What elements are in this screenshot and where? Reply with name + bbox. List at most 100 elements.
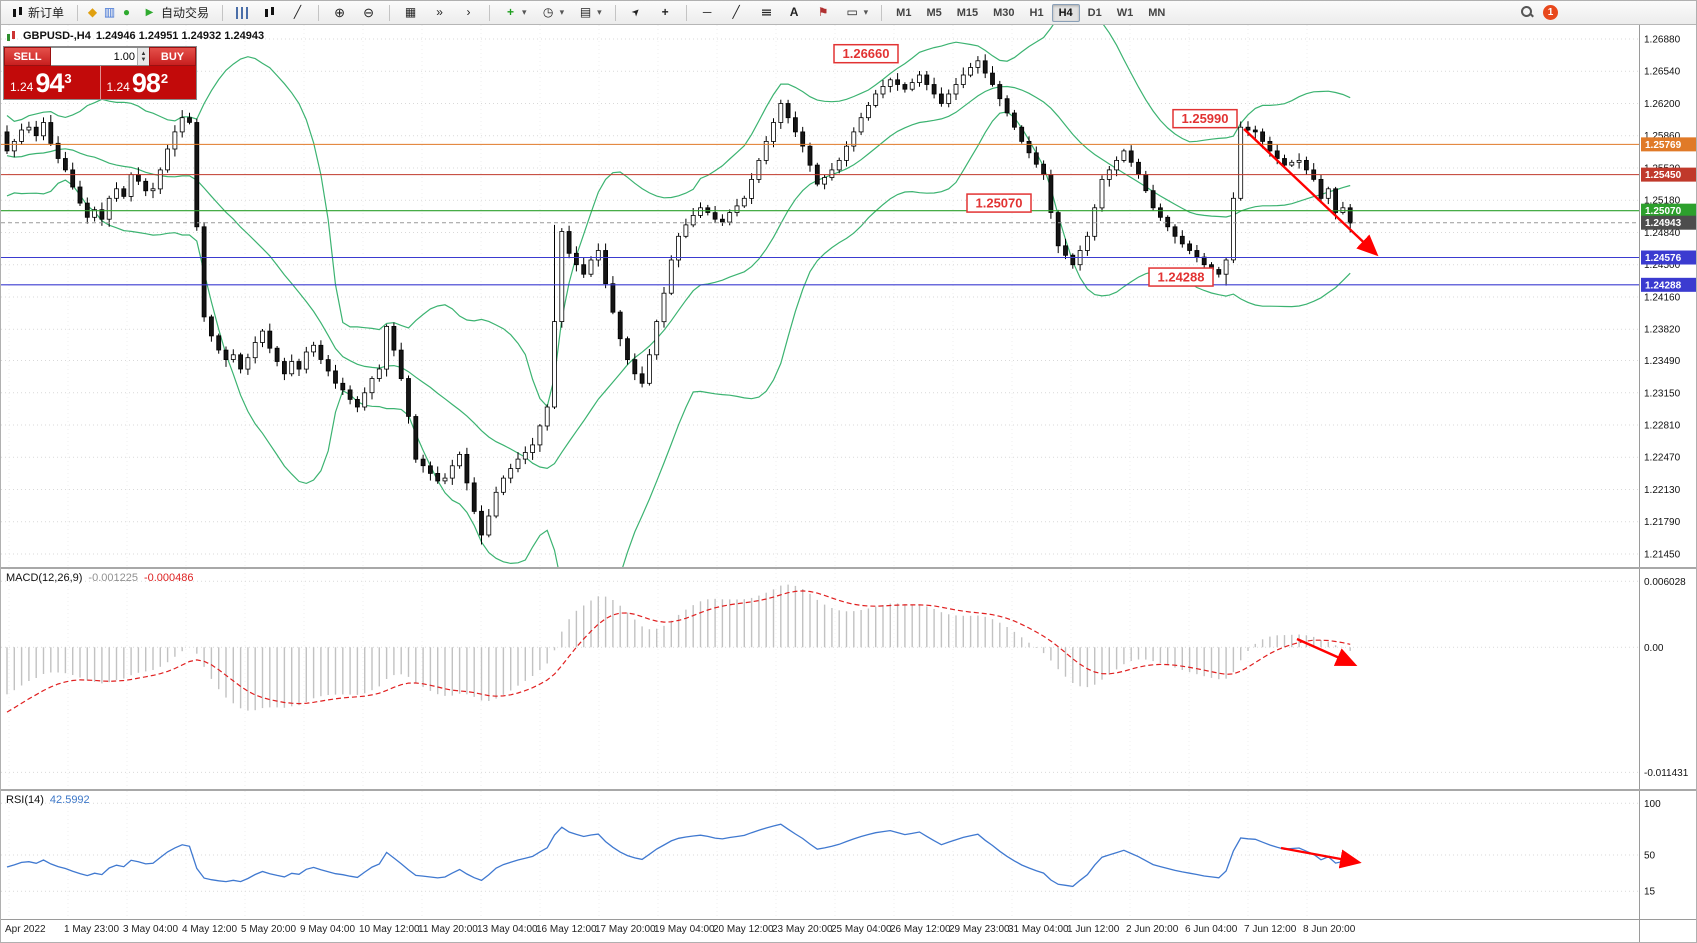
candle [508,468,514,479]
auto-scroll-button[interactable]: » [426,3,453,23]
candle [1333,188,1338,213]
zoom-out-button[interactable]: ⊖ [355,3,382,23]
volume-stepper[interactable]: ▲ ▼ [137,48,149,65]
autotrading-play-icon: ▶ [145,7,154,18]
candle [756,159,762,180]
price-tag: 1.25070 [1641,203,1696,218]
candle [281,361,287,375]
candle [1231,197,1236,261]
tile-windows-button[interactable]: ▦ [397,3,424,23]
label-button[interactable]: ⚑ [810,3,837,23]
shapes-button[interactable]: ▭ ▾ [839,3,875,23]
price-tag: 1.25450 [1641,167,1696,182]
candle [1099,178,1105,209]
candle [639,373,645,384]
candle [464,453,470,484]
time-axis-label: 8 Jun 20:00 [1303,924,1356,935]
svg-text:1.24288: 1.24288 [1645,280,1682,291]
candlestick-chart-button[interactable] [257,3,282,23]
stepper-down-icon[interactable]: ▼ [140,56,147,63]
candle [1004,98,1010,114]
candle [581,264,587,275]
cursor-button[interactable]: ➤ [623,3,650,23]
periods-button[interactable]: ◷ ▾ [535,3,571,23]
zoom-out-icon: ⊖ [363,5,374,20]
candle [537,425,543,446]
timeframe-h1-button[interactable]: H1 [1023,4,1051,22]
candle [552,321,557,408]
candle [1026,141,1032,154]
price-axis-tick: 1.22130 [1644,485,1681,496]
horizontal-line-button[interactable]: ─ [694,3,721,23]
text-button[interactable]: A [781,3,808,23]
zoom-in-button[interactable]: ⊕ [326,3,353,23]
time-axis-label: Apr 2022 [5,924,46,935]
timeframe-m5-button[interactable]: M5 [919,4,948,22]
macd-label: MACD(12,26,9) -0.001225 -0.000486 [6,572,194,584]
buy-button[interactable]: BUY [149,47,196,66]
buy-price[interactable]: 1.24 98 2 [101,66,197,99]
price-chart-canvas[interactable]: 1.268801.265401.262001.258601.255201.251… [1,25,1697,567]
rsi-chart-canvas[interactable]: 100 50 15 [1,791,1697,919]
timeframe-m30-button[interactable]: M30 [986,4,1021,22]
templates-icon: ▤ [579,5,592,19]
chart-shift-button[interactable]: › [455,3,482,23]
timeframe-mn-button[interactable]: MN [1141,4,1172,22]
candle [712,212,718,220]
panel-splitter[interactable] [1,789,1696,791]
templates-button[interactable]: ▤ ▾ [572,3,608,23]
search-icon[interactable] [1520,5,1535,20]
candle [26,126,32,131]
buy-price-prefix: 1.24 [106,80,130,94]
candle [1274,150,1280,159]
price-callout[interactable]: 1.26660 [833,43,899,64]
timeframe-d1-button[interactable]: D1 [1081,4,1109,22]
candle [471,482,477,512]
price-callout[interactable]: 1.25070 [966,193,1032,213]
toolbar-separator [685,4,687,21]
candle [829,169,835,178]
macd-histogram-layer [6,584,1351,711]
time-axis-label: 9 May 04:00 [300,924,356,935]
autotrading-button[interactable]: ▶ 自动交易 [136,3,215,23]
price-callout[interactable]: 1.24288 [1148,267,1214,287]
price-axis-tick: 1.25180 [1644,196,1681,207]
sell-price[interactable]: 1.24 94 3 [4,66,101,99]
candle [128,174,134,197]
candle [771,122,776,142]
fibonacci-button[interactable]: Ⅲ [752,3,779,23]
indicators-button[interactable]: + ▾ [497,3,533,23]
notification-badge[interactable]: 1 [1543,5,1558,20]
zoom-in-icon: ⊕ [334,5,345,20]
price-callout[interactable]: 1.25990 [1172,108,1238,129]
candle [953,84,959,95]
timeframe-m15-button[interactable]: M15 [950,4,985,22]
timeframe-m1-button[interactable]: M1 [889,4,918,22]
sell-button[interactable]: SELL [4,47,51,66]
time-axis[interactable]: Apr 2022 1 May 23:00 3 May 04:00 4 May 12:0… [1,919,1696,942]
svg-text:1.25070: 1.25070 [1645,206,1682,217]
candle [1048,174,1054,213]
candle [909,82,915,90]
panel-splitter[interactable] [1,567,1696,569]
price-axis-tick: 1.22810 [1644,420,1681,431]
new-order-button[interactable]: 新订单 [5,3,70,23]
price-tag: 1.25769 [1641,137,1696,152]
market-watch-icon[interactable]: ◆ [87,5,98,19]
candle [793,117,798,133]
volume-input[interactable] [51,48,137,65]
timeframe-w1-button[interactable]: W1 [1110,4,1141,22]
bar-chart-button[interactable] [230,3,255,23]
crosshair-button[interactable]: + [652,3,679,23]
chart-region: 1.268801.265401.262001.258601.255201.251… [1,25,1697,942]
navigator-icon[interactable]: ▥ [103,5,116,19]
terminal-icon[interactable]: ● [122,5,131,19]
price-axis-tick: 1.22470 [1644,453,1681,464]
candle [1296,159,1302,163]
trendline-button[interactable]: ╱ [723,3,750,23]
time-axis-label: 5 May 20:00 [241,924,297,935]
stepper-up-icon[interactable]: ▲ [140,50,147,57]
line-chart-button[interactable]: ╱ [284,3,311,23]
macd-chart-canvas[interactable]: 0.006028 0.00 -0.011431 [1,569,1697,789]
timeframe-h4-button[interactable]: H4 [1051,3,1080,22]
